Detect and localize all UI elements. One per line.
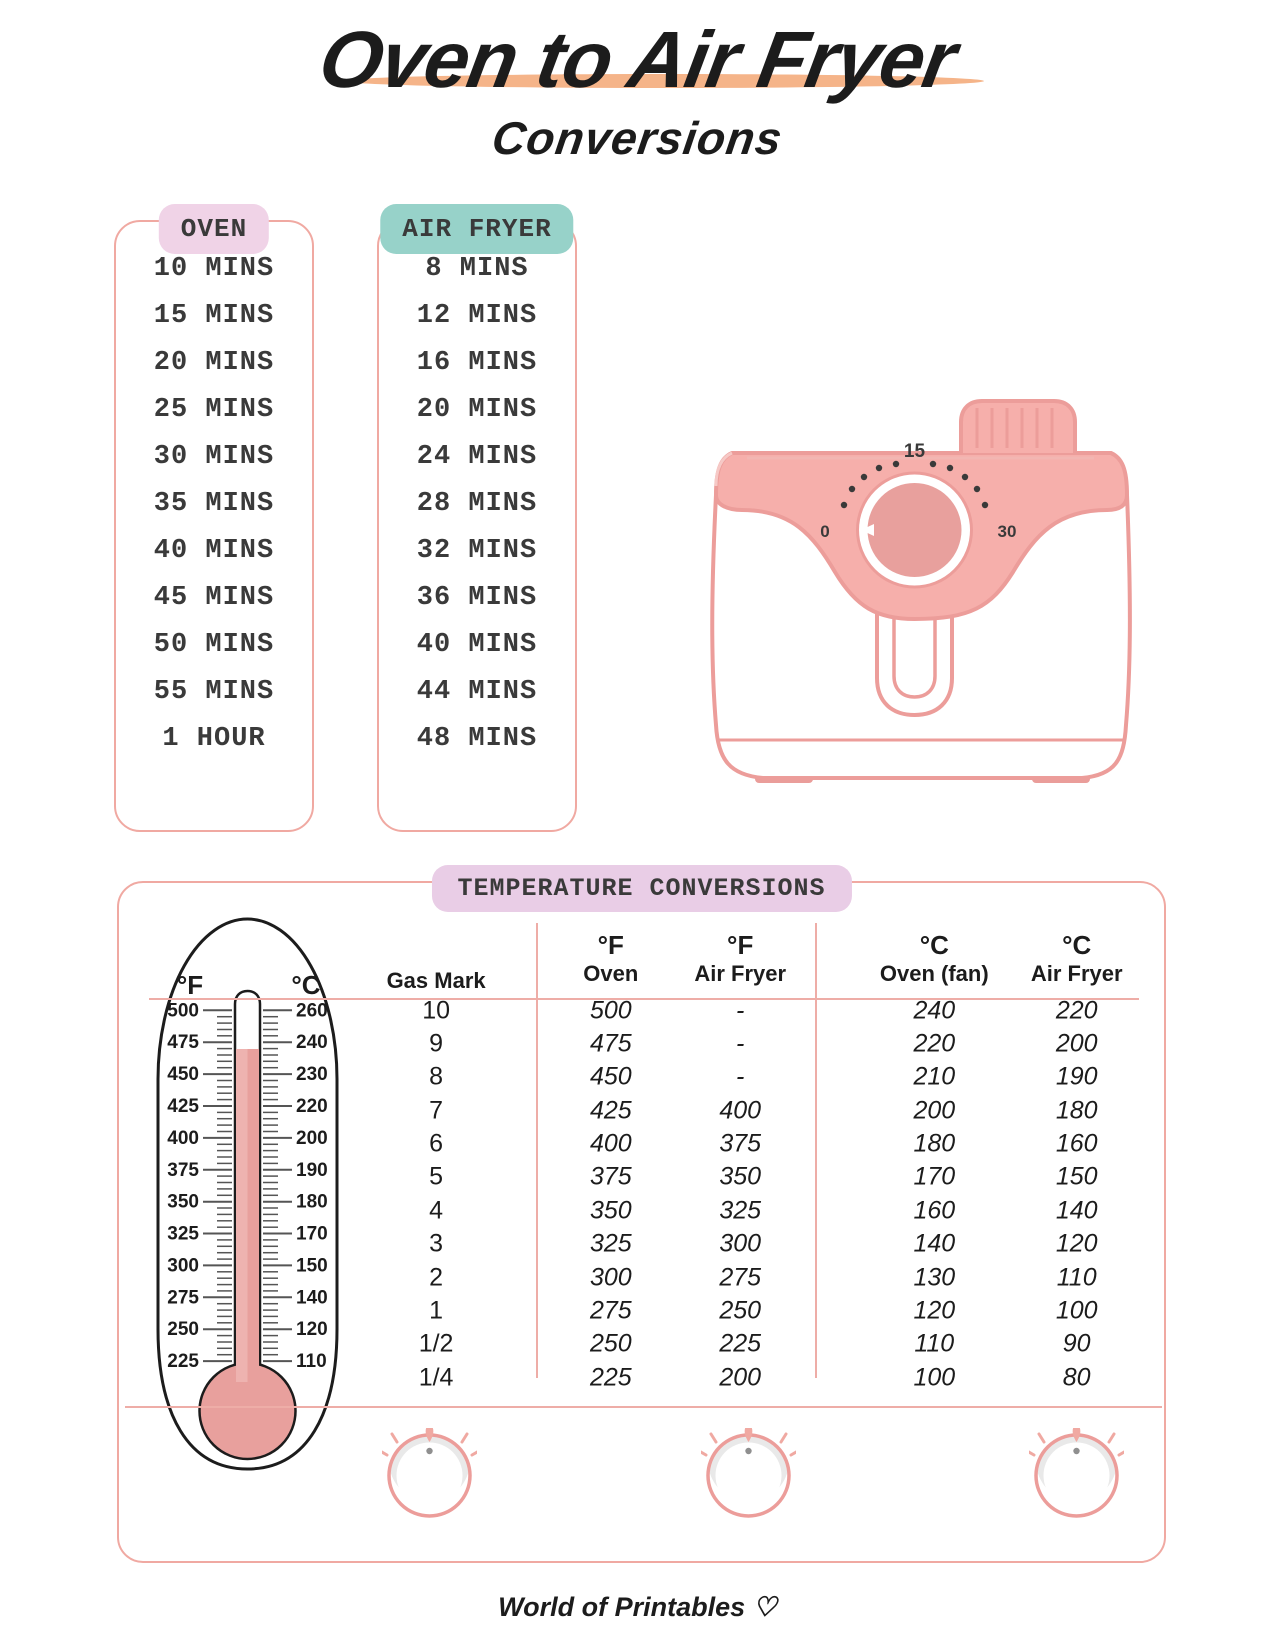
svg-text:0: 0	[820, 522, 829, 541]
svg-text:30: 30	[998, 522, 1017, 541]
svg-text:15: 15	[904, 441, 926, 462]
